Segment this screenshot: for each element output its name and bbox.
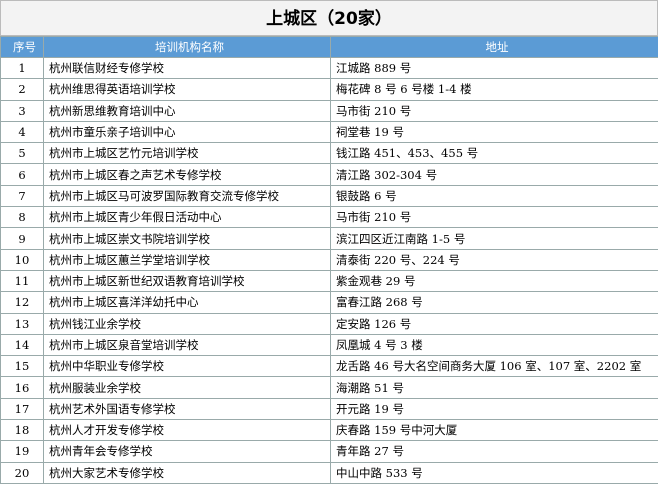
column-header: 序号 <box>0 36 44 58</box>
row-number: 16 <box>0 376 44 399</box>
school-name: 杭州市童乐亲子培训中心 <box>43 120 331 144</box>
table-row: 20 杭州大家艺术专修学校 中山中路 533 号 <box>0 461 658 484</box>
table-row: 17 杭州艺术外国语专修学校 开元路 19 号 <box>0 397 658 421</box>
row-number: 5 <box>0 142 44 165</box>
table-row: 1 杭州联信财经专修学校 江城路 889 号 <box>0 56 658 80</box>
address: 青年路 27 号 <box>330 440 658 463</box>
address: 海潮路 51 号 <box>330 376 658 399</box>
table-row: 3 杭州新思维教育培训中心 马市街 210 号 <box>0 99 658 122</box>
address: 定安路 126 号 <box>330 312 658 335</box>
school-name: 杭州钱江业余学校 <box>43 312 331 335</box>
table-row: 13 杭州钱江业余学校 定安路 126 号 <box>0 312 658 335</box>
row-number: 7 <box>0 184 44 208</box>
school-name: 杭州中华职业专修学校 <box>43 355 331 378</box>
address: 紫金观巷 29 号 <box>330 269 658 293</box>
school-name: 杭州市上城区春之声艺术专修学校 <box>43 163 331 186</box>
school-name: 杭州市上城区蕙兰学堂培训学校 <box>43 248 331 271</box>
address: 银鼓路 6 号 <box>330 184 658 208</box>
address: 中山中路 533 号 <box>330 461 658 484</box>
table-row: 14 杭州市上城区泉音堂培训学校 凤凰城 4 号 3 楼 <box>0 333 658 357</box>
title: 上城区（20家） <box>0 0 658 36</box>
school-name: 杭州市上城区泉音堂培训学校 <box>43 333 331 357</box>
address: 钱江路 451、453、455 号 <box>330 142 658 165</box>
address: 庆春路 159 号中河大厦 <box>330 419 658 442</box>
table-row: 4 杭州市童乐亲子培训中心 祠堂巷 19 号 <box>0 120 658 144</box>
address: 富春江路 268 号 <box>330 291 658 314</box>
school-name: 杭州大家艺术专修学校 <box>43 461 331 484</box>
row-number: 9 <box>0 227 44 250</box>
table-row: 11 杭州市上城区新世纪双语教育培训学校 紫金观巷 29 号 <box>0 269 658 293</box>
table-body: 1 杭州联信财经专修学校 江城路 889 号 2 杭州维思得英语培训学校 梅花碑 8 号 … <box>0 56 658 484</box>
table-row: 8 杭州市上城区青少年假日活动中心 马市街 210 号 <box>0 206 658 229</box>
row-number: 14 <box>0 333 44 357</box>
row-number: 20 <box>0 461 44 484</box>
row-number: 13 <box>0 312 44 335</box>
school-name: 杭州市上城区青少年假日活动中心 <box>43 206 331 229</box>
row-number: 11 <box>0 269 44 293</box>
row-number: 17 <box>0 397 44 421</box>
table-row: 18 杭州人才开发专修学校 庆春路 159 号中河大厦 <box>0 419 658 442</box>
table-row: 5 杭州市上城区艺竹元培训学校 钱江路 451、453、455 号 <box>0 142 658 165</box>
table: 序号 培训机构名称 地址 1 杭州联信财经专修学校 江城路 889 号 2 杭州维思得英语培… <box>0 36 658 484</box>
address: 滨江四区近江南路 1-5 号 <box>330 227 658 250</box>
school-name: 杭州市上城区喜洋洋幼托中心 <box>43 291 331 314</box>
school-name: 杭州人才开发专修学校 <box>43 419 331 442</box>
row-number: 15 <box>0 355 44 378</box>
school-name: 杭州市上城区艺竹元培训学校 <box>43 142 331 165</box>
table-row: 2 杭州维思得英语培训学校 梅花碑 8 号 6 号楼 1-4 楼 <box>0 78 658 101</box>
table-row: 15 杭州中华职业专修学校 龙舌路 46 号大名空间商务大厦 106 室、107 室… <box>0 355 658 378</box>
address: 清泰街 220 号、224 号 <box>330 248 658 271</box>
row-number: 19 <box>0 440 44 463</box>
school-name: 杭州市上城区崇文书院培训学校 <box>43 227 331 250</box>
table-row: 7 杭州市上城区马可波罗国际教育交流专修学校 银鼓路 6 号 <box>0 184 658 208</box>
row-number: 10 <box>0 248 44 271</box>
row-number: 4 <box>0 120 44 144</box>
address: 凤凰城 4 号 3 楼 <box>330 333 658 357</box>
row-number: 8 <box>0 206 44 229</box>
school-name: 杭州服装业余学校 <box>43 376 331 399</box>
address: 马市街 210 号 <box>330 206 658 229</box>
table-row: 6 杭州市上城区春之声艺术专修学校 清江路 302-304 号 <box>0 163 658 186</box>
row-number: 3 <box>0 99 44 122</box>
table-row: 16 杭州服装业余学校 海潮路 51 号 <box>0 376 658 399</box>
address: 龙舌路 46 号大名空间商务大厦 106 室、107 室、2202 室 <box>330 355 658 378</box>
school-name: 杭州青年会专修学校 <box>43 440 331 463</box>
school-name: 杭州市上城区马可波罗国际教育交流专修学校 <box>43 184 331 208</box>
column-header: 培训机构名称 <box>43 36 331 58</box>
school-name: 杭州联信财经专修学校 <box>43 56 331 80</box>
table-row: 10 杭州市上城区蕙兰学堂培训学校 清泰街 220 号、224 号 <box>0 248 658 271</box>
address: 祠堂巷 19 号 <box>330 120 658 144</box>
row-number: 2 <box>0 78 44 101</box>
table-row: 12 杭州市上城区喜洋洋幼托中心 富春江路 268 号 <box>0 291 658 314</box>
column-header: 地址 <box>330 36 658 58</box>
row-number: 6 <box>0 163 44 186</box>
address: 马市街 210 号 <box>330 99 658 122</box>
table-row: 19 杭州青年会专修学校 青年路 27 号 <box>0 440 658 463</box>
row-number: 12 <box>0 291 44 314</box>
address: 开元路 19 号 <box>330 397 658 421</box>
address: 清江路 302-304 号 <box>330 163 658 186</box>
row-number: 1 <box>0 56 44 80</box>
school-name: 杭州新思维教育培训中心 <box>43 99 331 122</box>
row-number: 18 <box>0 419 44 442</box>
school-name: 杭州艺术外国语专修学校 <box>43 397 331 421</box>
school-name: 杭州维思得英语培训学校 <box>43 78 331 101</box>
address: 梅花碑 8 号 6 号楼 1-4 楼 <box>330 78 658 101</box>
address: 江城路 889 号 <box>330 56 658 80</box>
header-row: 序号 培训机构名称 地址 <box>0 36 658 58</box>
table-row: 9 杭州市上城区崇文书院培训学校 滨江四区近江南路 1-5 号 <box>0 227 658 250</box>
school-name: 杭州市上城区新世纪双语教育培训学校 <box>43 269 331 293</box>
